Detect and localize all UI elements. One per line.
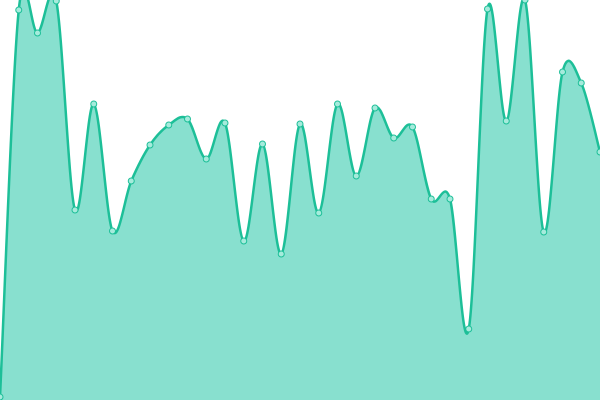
data-point-19 (352, 172, 360, 180)
data-point-9 (165, 121, 173, 129)
data-point-1 (15, 6, 23, 14)
data-point-21 (390, 134, 398, 142)
data-point-2 (34, 29, 41, 37)
data-point-31 (577, 79, 585, 87)
data-point-17 (315, 209, 323, 217)
data-point-0 (0, 393, 4, 400)
data-point-29 (540, 228, 548, 236)
data-point-32 (596, 148, 600, 156)
data-point-26 (484, 5, 491, 13)
data-point-16 (296, 120, 304, 128)
data-point-24 (446, 195, 454, 203)
data-point-10 (184, 115, 191, 123)
data-point-13 (240, 237, 248, 245)
data-point-5 (90, 100, 98, 108)
data-point-25 (465, 325, 473, 333)
data-point-15 (277, 250, 285, 258)
data-point-22 (409, 123, 416, 131)
data-point-8 (146, 141, 154, 149)
data-point-4 (71, 206, 79, 214)
data-point-28 (521, 0, 529, 4)
data-point-3 (52, 0, 60, 5)
data-point-18 (334, 100, 341, 108)
data-point-27 (502, 117, 510, 125)
data-point-7 (127, 177, 135, 185)
data-point-20 (371, 104, 379, 112)
data-point-14 (259, 140, 266, 148)
data-point-30 (559, 68, 566, 76)
data-point-6 (109, 227, 116, 235)
data-point-12 (221, 119, 229, 127)
data-point-23 (427, 195, 435, 203)
data-point-11 (202, 155, 210, 163)
